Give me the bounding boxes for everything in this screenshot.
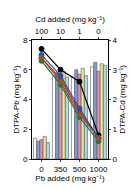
svg-text:0: 0 xyxy=(39,165,44,174)
svg-text:350: 350 xyxy=(54,165,68,174)
svg-text:0: 0 xyxy=(23,155,28,164)
svg-text:2: 2 xyxy=(113,95,118,104)
svg-text:500: 500 xyxy=(73,165,87,174)
svg-text:100: 100 xyxy=(35,27,49,36)
svg-text:2: 2 xyxy=(23,125,28,134)
svg-text:0: 0 xyxy=(96,27,101,36)
svg-text:DTPA-Cd (mg kg⁻¹): DTPA-Cd (mg kg⁻¹) xyxy=(118,65,127,134)
svg-text:4: 4 xyxy=(23,95,28,104)
svg-text:10: 10 xyxy=(56,27,65,36)
svg-text:1: 1 xyxy=(77,27,82,36)
svg-text:DTPA-Pb (mg kg⁻¹): DTPA-Pb (mg kg⁻¹) xyxy=(12,65,21,134)
svg-text:4: 4 xyxy=(113,36,118,45)
svg-text:1000: 1000 xyxy=(90,165,108,174)
svg-text:Pb added (mg kg⁻¹): Pb added (mg kg⁻¹) xyxy=(35,174,105,183)
svg-text:1: 1 xyxy=(113,125,118,134)
svg-text:0: 0 xyxy=(113,155,118,164)
svg-text:Cd added (mg kg⁻¹): Cd added (mg kg⁻¹) xyxy=(35,15,105,24)
svg-text:6: 6 xyxy=(23,66,28,75)
svg-text:8: 8 xyxy=(23,36,28,45)
svg-text:3: 3 xyxy=(113,66,118,75)
